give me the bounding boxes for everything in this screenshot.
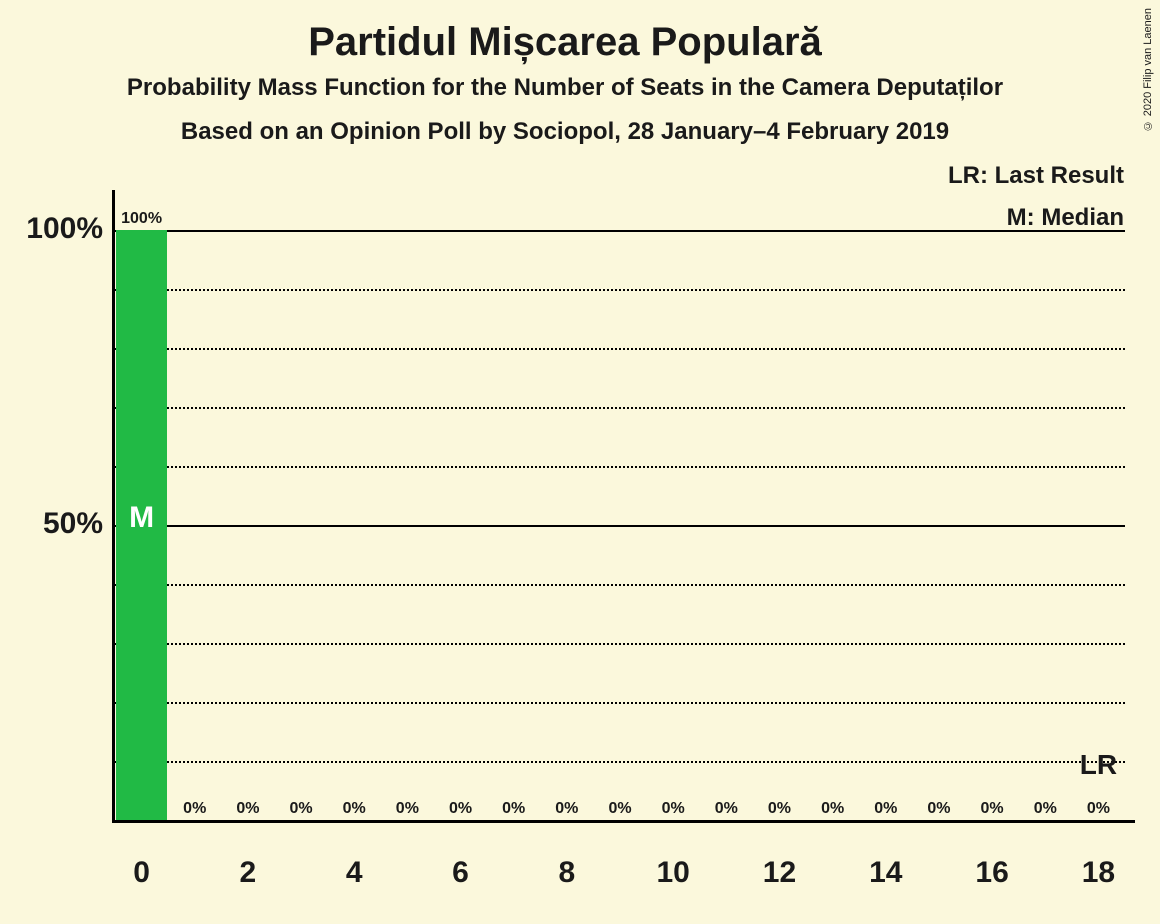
bar-value-label: 0% [590, 800, 650, 818]
bar-value-label: 0% [962, 800, 1022, 818]
grid-minor [115, 466, 1125, 468]
bar-value-label: 0% [856, 800, 916, 818]
bar-value-label: 0% [218, 800, 278, 818]
bar-value-label: 0% [643, 800, 703, 818]
legend-last-result: LR: Last Result [948, 162, 1124, 190]
grid-minor [115, 643, 1125, 645]
median-marker: M [117, 501, 167, 535]
bar-value-label: 0% [377, 800, 437, 818]
bar-value-label: 0% [324, 800, 384, 818]
bar-value-label: 0% [909, 800, 969, 818]
plot-area: 50%100%024681012141618100%0%0%0%0%0%0%0%… [115, 200, 1125, 820]
bar-value-label: 0% [696, 800, 756, 818]
bar-value-label: 0% [484, 800, 544, 818]
ytick-label: 50% [3, 507, 103, 541]
xtick-label: 18 [1068, 856, 1128, 890]
chart-subtitle-1: Probability Mass Function for the Number… [0, 74, 1130, 102]
xtick-label: 14 [856, 856, 916, 890]
xtick-label: 8 [537, 856, 597, 890]
lr-marker: LR [1068, 749, 1128, 781]
grid-minor [115, 702, 1125, 704]
xtick-label: 10 [643, 856, 703, 890]
bar-value-label: 0% [1015, 800, 1075, 818]
y-axis [112, 190, 115, 820]
bar-value-label: 100% [112, 210, 172, 228]
bar-value-label: 0% [1068, 800, 1128, 818]
xtick-label: 6 [431, 856, 491, 890]
grid-minor [115, 407, 1125, 409]
xtick-label: 16 [962, 856, 1022, 890]
xtick-label: 2 [218, 856, 278, 890]
bar-value-label: 0% [537, 800, 597, 818]
grid-major [115, 525, 1125, 527]
grid-major [115, 230, 1125, 232]
chart-canvas: © 2020 Filip van Laenen Partidul Mișcare… [0, 0, 1160, 924]
grid-minor [115, 289, 1125, 291]
x-axis [112, 820, 1135, 823]
copyright-text: © 2020 Filip van Laenen [1142, 8, 1154, 131]
ytick-label: 100% [3, 212, 103, 246]
xtick-label: 0 [112, 856, 172, 890]
bar-value-label: 0% [431, 800, 491, 818]
xtick-label: 4 [324, 856, 384, 890]
bar-value-label: 0% [803, 800, 863, 818]
grid-minor [115, 584, 1125, 586]
chart-title: Partidul Mișcarea Populară [0, 20, 1130, 65]
grid-minor [115, 348, 1125, 350]
grid-minor [115, 761, 1125, 763]
bar-value-label: 0% [749, 800, 809, 818]
bar-value-label: 0% [165, 800, 225, 818]
xtick-label: 12 [749, 856, 809, 890]
chart-subtitle-2: Based on an Opinion Poll by Sociopol, 28… [0, 118, 1130, 146]
bar-value-label: 0% [271, 800, 331, 818]
